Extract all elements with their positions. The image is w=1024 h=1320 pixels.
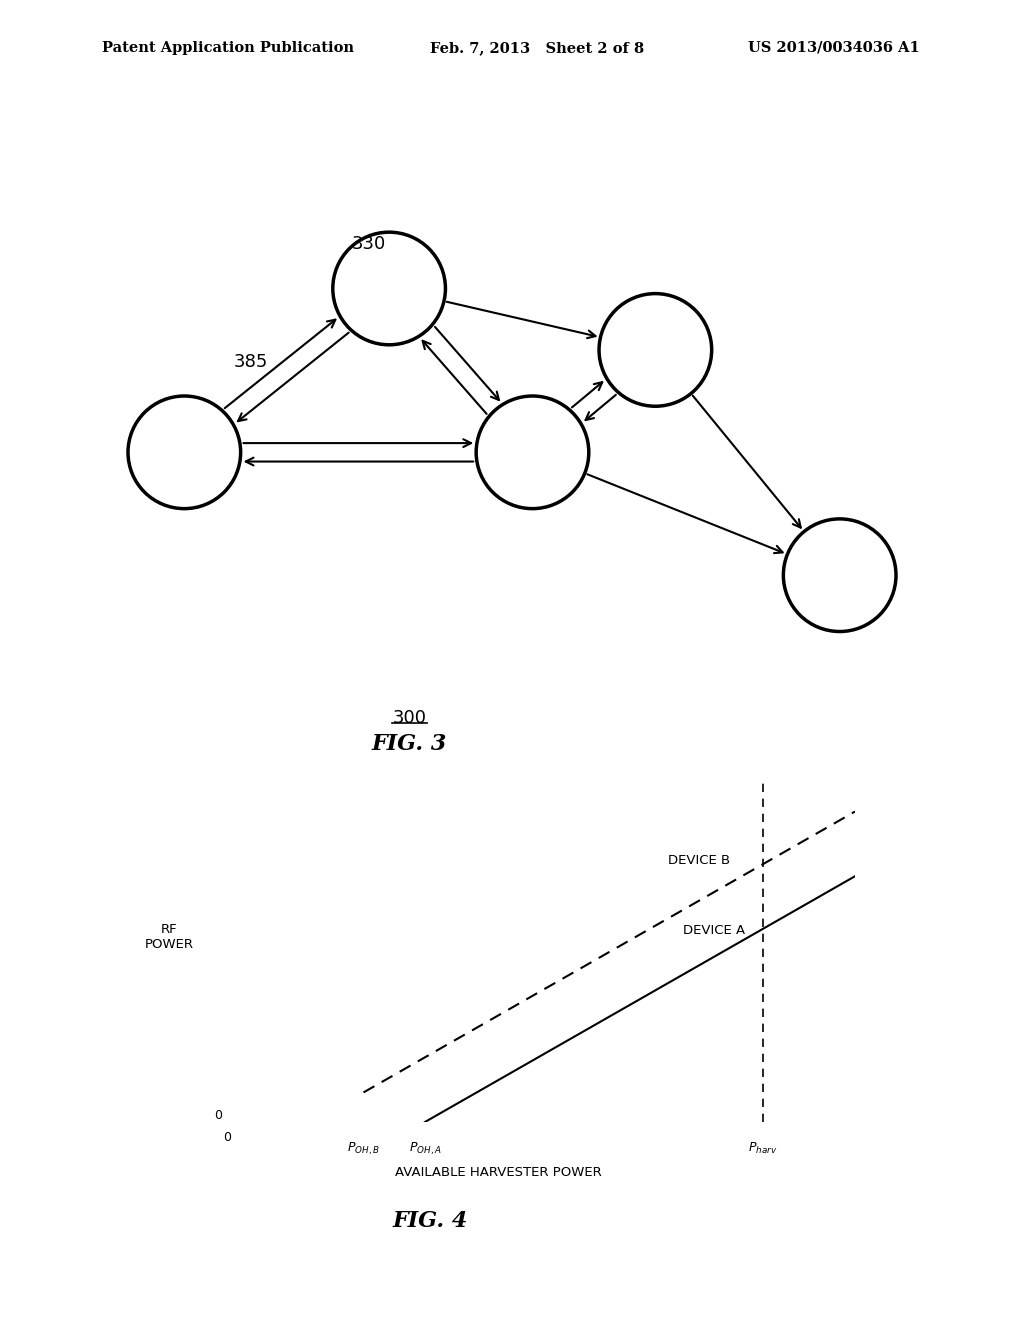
Circle shape	[599, 293, 712, 407]
Circle shape	[333, 232, 445, 345]
Text: DEVICE B: DEVICE B	[668, 854, 730, 867]
Text: $P_{OH,A}$: $P_{OH,A}$	[409, 1140, 441, 1156]
Circle shape	[783, 519, 896, 631]
Text: $P_{harv}$: $P_{harv}$	[749, 1140, 777, 1156]
Text: 385: 385	[233, 354, 268, 371]
Text: RF
POWER: RF POWER	[144, 923, 194, 952]
Text: DEVICE A: DEVICE A	[683, 924, 745, 937]
Text: FIG. 4: FIG. 4	[392, 1210, 468, 1232]
Text: $P_{OH,B}$: $P_{OH,B}$	[347, 1140, 380, 1156]
Circle shape	[128, 396, 241, 508]
Text: 300: 300	[392, 709, 427, 727]
Text: 330: 330	[351, 235, 386, 252]
Text: Patent Application Publication: Patent Application Publication	[102, 41, 354, 55]
Text: Feb. 7, 2013   Sheet 2 of 8: Feb. 7, 2013 Sheet 2 of 8	[430, 41, 644, 55]
Circle shape	[476, 396, 589, 508]
Text: AVAILABLE HARVESTER POWER: AVAILABLE HARVESTER POWER	[395, 1166, 602, 1179]
Text: US 2013/0034036 A1: US 2013/0034036 A1	[748, 41, 920, 55]
Text: 0: 0	[214, 1109, 222, 1122]
Text: 0: 0	[223, 1131, 231, 1144]
Text: FIG. 3: FIG. 3	[372, 734, 447, 755]
